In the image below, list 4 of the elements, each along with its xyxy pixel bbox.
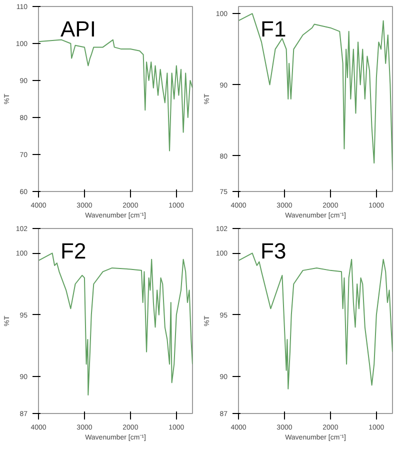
text: F3: [260, 238, 286, 264]
text: API: [60, 16, 96, 42]
text: F2: [60, 238, 86, 264]
text: F1: [260, 16, 286, 42]
